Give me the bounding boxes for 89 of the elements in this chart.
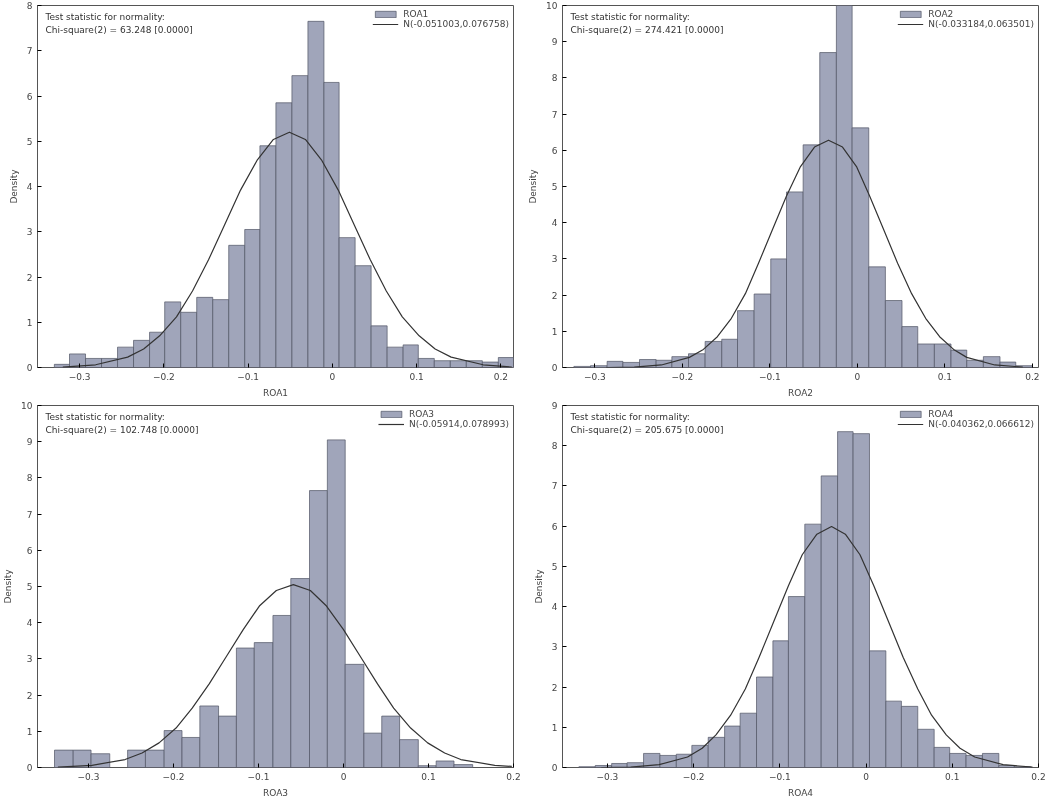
- y-tick-label: 4: [26, 618, 33, 629]
- annotation: Chi-square(2) = 274.421 [0.0000]: [570, 24, 724, 35]
- y-tick-label: 6: [551, 145, 558, 156]
- y-tick-label: 4: [551, 218, 558, 229]
- y-axis-title: Density: [3, 568, 14, 604]
- legend-label: N(-0.051003,0.076758): [403, 19, 509, 29]
- y-tick-label: 2: [26, 690, 33, 701]
- y-tick-label: 8: [551, 441, 558, 452]
- x-tick-label: 0: [863, 771, 870, 782]
- annotation: Test statistic for normality:: [569, 11, 690, 22]
- y-tick-label: 1: [551, 722, 558, 733]
- x-tick-label: 0.2: [1031, 771, 1046, 782]
- x-tick-label: 0: [329, 371, 336, 382]
- annotation: Test statistic for normality:: [569, 411, 690, 422]
- y-tick-label: 6: [26, 545, 33, 556]
- y-tick-label: 3: [26, 227, 33, 238]
- y-tick-label: 6: [26, 91, 33, 102]
- x-tick-label: −0.1: [758, 371, 781, 382]
- y-tick-label: 5: [26, 136, 33, 147]
- y-tick-label: 2: [551, 682, 558, 693]
- y-axis-title: Density: [8, 168, 19, 204]
- legend-label: ROA3: [408, 409, 435, 419]
- x-tick-label: 0: [854, 371, 861, 382]
- y-tick-label: 9: [551, 401, 558, 411]
- y-tick-label: 7: [551, 109, 558, 120]
- y-tick-label: 10: [546, 1, 558, 11]
- x-axis-title: ROA2: [787, 387, 814, 398]
- y-tick-label: 6: [551, 521, 558, 532]
- y-tick-label: 2: [26, 272, 33, 283]
- x-tick-label: 0: [340, 771, 347, 782]
- x-axis-title: ROA4: [787, 787, 814, 798]
- legend-label: N(-0.040362,0.066612): [928, 419, 1034, 429]
- y-tick-label: 5: [551, 182, 558, 192]
- x-tick-label: −0.2: [671, 371, 694, 382]
- y-tick-label: 1: [26, 317, 33, 328]
- y-tick-label: 4: [26, 182, 33, 192]
- annotation: Test statistic for normality:: [44, 11, 165, 22]
- x-tick-label: 0.1: [421, 771, 436, 782]
- y-tick-label: 7: [26, 509, 33, 520]
- y-tick-label: 8: [551, 73, 558, 84]
- y-tick-label: 9: [551, 37, 558, 48]
- y-tick-label: 3: [551, 642, 558, 653]
- x-tick-label: −0.3: [596, 771, 619, 782]
- y-tick-label: 0: [551, 363, 558, 373]
- y-tick-label: 5: [551, 561, 558, 572]
- legend-label: ROA2: [928, 9, 954, 19]
- annotation: Test statistic for normality:: [44, 411, 165, 422]
- x-tick-label: −0.2: [152, 371, 175, 382]
- y-tick-label: 4: [551, 602, 558, 613]
- annotation: Chi-square(2) = 63.248 [0.0000]: [45, 24, 193, 35]
- x-axis-title: ROA1: [262, 387, 289, 398]
- y-tick-label: 3: [26, 654, 33, 665]
- y-tick-label: 1: [26, 726, 33, 737]
- x-tick-label: −0.1: [237, 371, 260, 382]
- y-axis-title: Density: [528, 168, 539, 204]
- y-tick-label: 7: [26, 46, 33, 57]
- annotation: Chi-square(2) = 205.675 [0.0000]: [570, 424, 724, 435]
- x-tick-label: −0.3: [68, 371, 91, 382]
- legend-label: N(-0.033184,0.063501): [928, 19, 1034, 29]
- x-tick-label: −0.1: [768, 771, 791, 782]
- y-tick-label: 8: [26, 473, 33, 484]
- x-tick-label: 0.2: [506, 771, 521, 782]
- x-tick-label: −0.3: [583, 371, 606, 382]
- y-tick-label: 9: [26, 437, 33, 448]
- x-tick-label: 0.1: [409, 371, 424, 382]
- y-tick-label: 2: [551, 290, 558, 301]
- y-tick-label: 3: [551, 254, 558, 265]
- y-tick-label: 1: [551, 326, 558, 337]
- legend-label: ROA1: [403, 9, 429, 19]
- x-tick-label: 0.1: [945, 771, 960, 782]
- y-tick-label: 10: [21, 401, 33, 411]
- x-axis-title: ROA3: [262, 787, 289, 798]
- x-tick-label: −0.1: [247, 771, 270, 782]
- x-tick-label: −0.2: [682, 771, 705, 782]
- x-tick-label: 0.2: [493, 371, 509, 382]
- y-tick-label: 0: [551, 763, 558, 773]
- x-tick-label: −0.3: [77, 771, 100, 782]
- annotation: Chi-square(2) = 102.748 [0.0000]: [45, 424, 199, 435]
- legend-label: ROA4: [928, 409, 954, 419]
- y-axis-title: Density: [533, 568, 544, 604]
- y-tick-label: 7: [551, 481, 558, 492]
- y-tick-label: 0: [26, 763, 33, 773]
- y-tick-label: 0: [26, 363, 33, 373]
- legend-label: N(-0.05914,0.078993): [408, 419, 509, 429]
- x-tick-label: 0.1: [937, 371, 953, 382]
- x-tick-label: 0.2: [1025, 371, 1040, 382]
- x-tick-label: −0.2: [162, 771, 185, 782]
- y-tick-label: 8: [26, 1, 33, 11]
- y-tick-label: 5: [26, 582, 33, 592]
